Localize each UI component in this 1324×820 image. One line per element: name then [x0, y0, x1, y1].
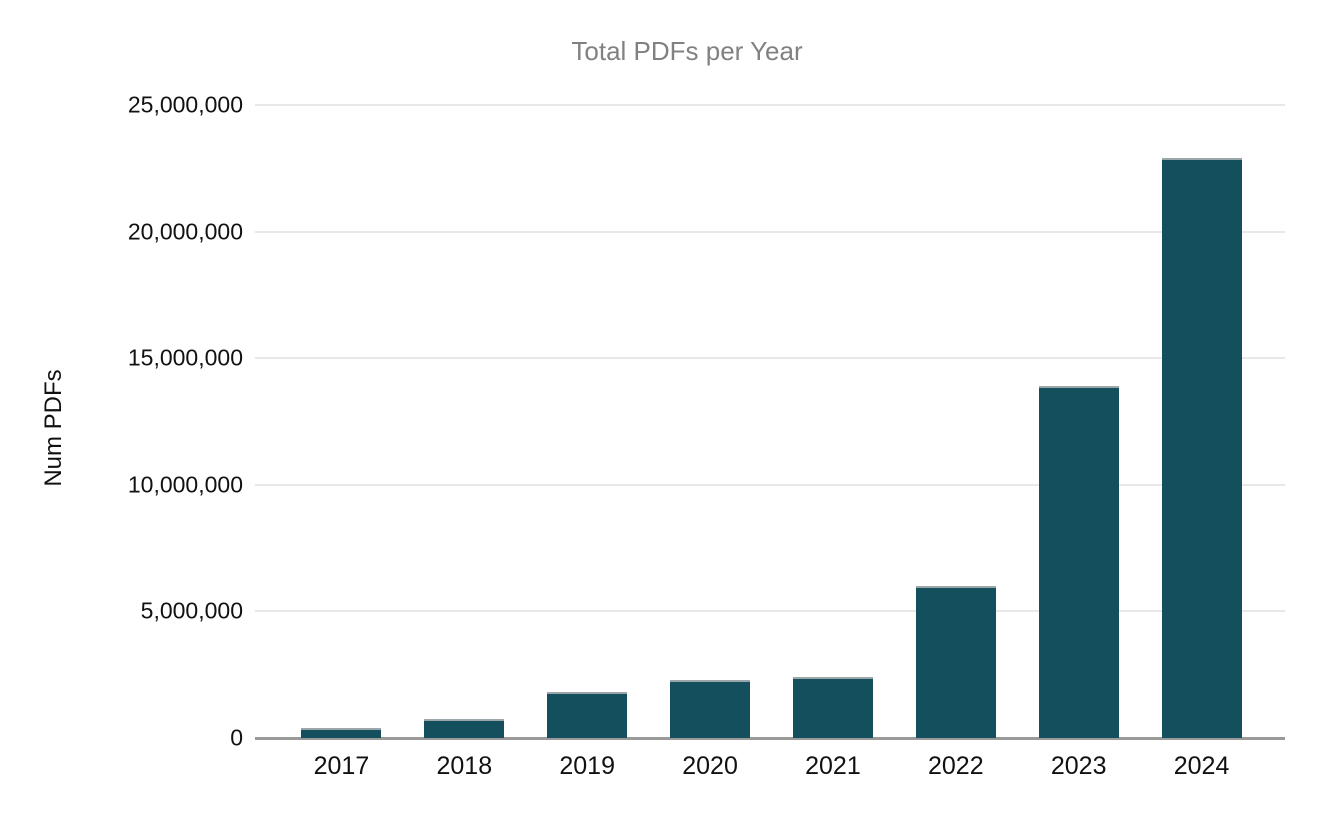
gridline	[255, 230, 1285, 233]
y-tick-label: 0	[230, 724, 243, 751]
bar-2022	[915, 586, 996, 738]
bar-2020	[670, 679, 751, 738]
bar-2018	[424, 719, 505, 738]
x-tick-label-2020: 2020	[682, 752, 738, 780]
chart-title: Total PDFs per Year	[571, 36, 803, 66]
x-tick-label-2024: 2024	[1173, 752, 1230, 780]
x-tick-label-2022: 2022	[928, 752, 984, 780]
plot-area	[255, 104, 1285, 740]
bar-2021	[792, 677, 873, 738]
gridline	[255, 104, 1285, 106]
gridline	[255, 357, 1285, 360]
x-tick-label-2017: 2017	[313, 752, 370, 780]
x-tick-label-2018: 2018	[436, 752, 493, 780]
x-axis-baseline	[255, 737, 1285, 740]
x-tick-label-2021: 2021	[805, 752, 861, 780]
y-tick-label: 15,000,000	[127, 344, 243, 371]
bar-2019	[547, 692, 628, 738]
gridline	[255, 483, 1285, 486]
bar-2017	[301, 727, 382, 738]
x-tick-label-2023: 2023	[1050, 752, 1107, 780]
y-axis-title: Num PDFs	[40, 369, 67, 487]
y-tick-label: 20,000,000	[127, 218, 243, 245]
x-tick-label-2019: 2019	[559, 752, 615, 780]
y-tick-label: 5,000,000	[140, 597, 243, 624]
y-tick-label: 25,000,000	[127, 91, 243, 118]
gridline	[255, 610, 1285, 613]
y-tick-label: 10,000,000	[127, 471, 243, 498]
bar-2023	[1038, 386, 1119, 738]
bar-2024	[1161, 158, 1242, 738]
